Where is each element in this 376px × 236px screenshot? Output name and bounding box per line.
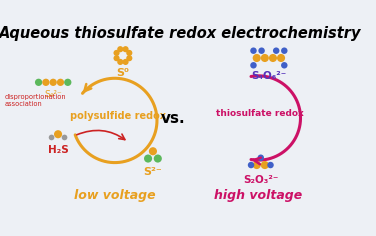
Circle shape [253, 54, 261, 62]
Text: vs.: vs. [161, 110, 185, 126]
Text: H₂S: H₂S [48, 145, 68, 155]
Circle shape [126, 50, 132, 56]
Circle shape [117, 46, 123, 52]
Circle shape [149, 147, 157, 155]
Text: polysulfide redox: polysulfide redox [70, 111, 166, 121]
Text: S₄²⁻: S₄²⁻ [44, 90, 62, 99]
Circle shape [117, 59, 123, 65]
Circle shape [123, 59, 129, 65]
Circle shape [248, 162, 254, 168]
Circle shape [261, 161, 269, 169]
Text: low voltage: low voltage [74, 189, 156, 202]
Text: high voltage: high voltage [214, 189, 302, 202]
Circle shape [269, 54, 277, 62]
Circle shape [114, 50, 120, 56]
Text: disproportionation
association: disproportionation association [5, 94, 66, 107]
Circle shape [277, 54, 285, 62]
Text: S₄O₆²⁻: S₄O₆²⁻ [251, 71, 287, 81]
Text: S₂O₃²⁻: S₂O₃²⁻ [243, 175, 279, 185]
Circle shape [50, 79, 57, 86]
Circle shape [281, 47, 288, 54]
Text: S⁰: S⁰ [117, 68, 129, 78]
Circle shape [154, 155, 162, 163]
Text: S²⁻: S²⁻ [144, 168, 162, 177]
Circle shape [62, 135, 67, 140]
Circle shape [144, 155, 152, 163]
Text: Aqueous thiosulfate redox electrochemistry: Aqueous thiosulfate redox electrochemist… [0, 26, 361, 41]
Circle shape [258, 155, 264, 161]
Circle shape [281, 62, 288, 68]
Circle shape [35, 79, 42, 86]
Circle shape [267, 162, 274, 168]
Circle shape [42, 79, 50, 86]
Circle shape [258, 47, 265, 54]
Circle shape [57, 79, 64, 86]
Circle shape [273, 47, 279, 54]
Circle shape [64, 79, 71, 86]
Text: thiosulfate redox: thiosulfate redox [216, 110, 304, 118]
Circle shape [114, 55, 120, 61]
Circle shape [253, 161, 261, 169]
Circle shape [123, 46, 129, 52]
Circle shape [250, 62, 257, 68]
Circle shape [250, 47, 257, 54]
Circle shape [126, 55, 132, 61]
Circle shape [261, 54, 269, 62]
Circle shape [54, 130, 62, 138]
Circle shape [49, 135, 55, 140]
